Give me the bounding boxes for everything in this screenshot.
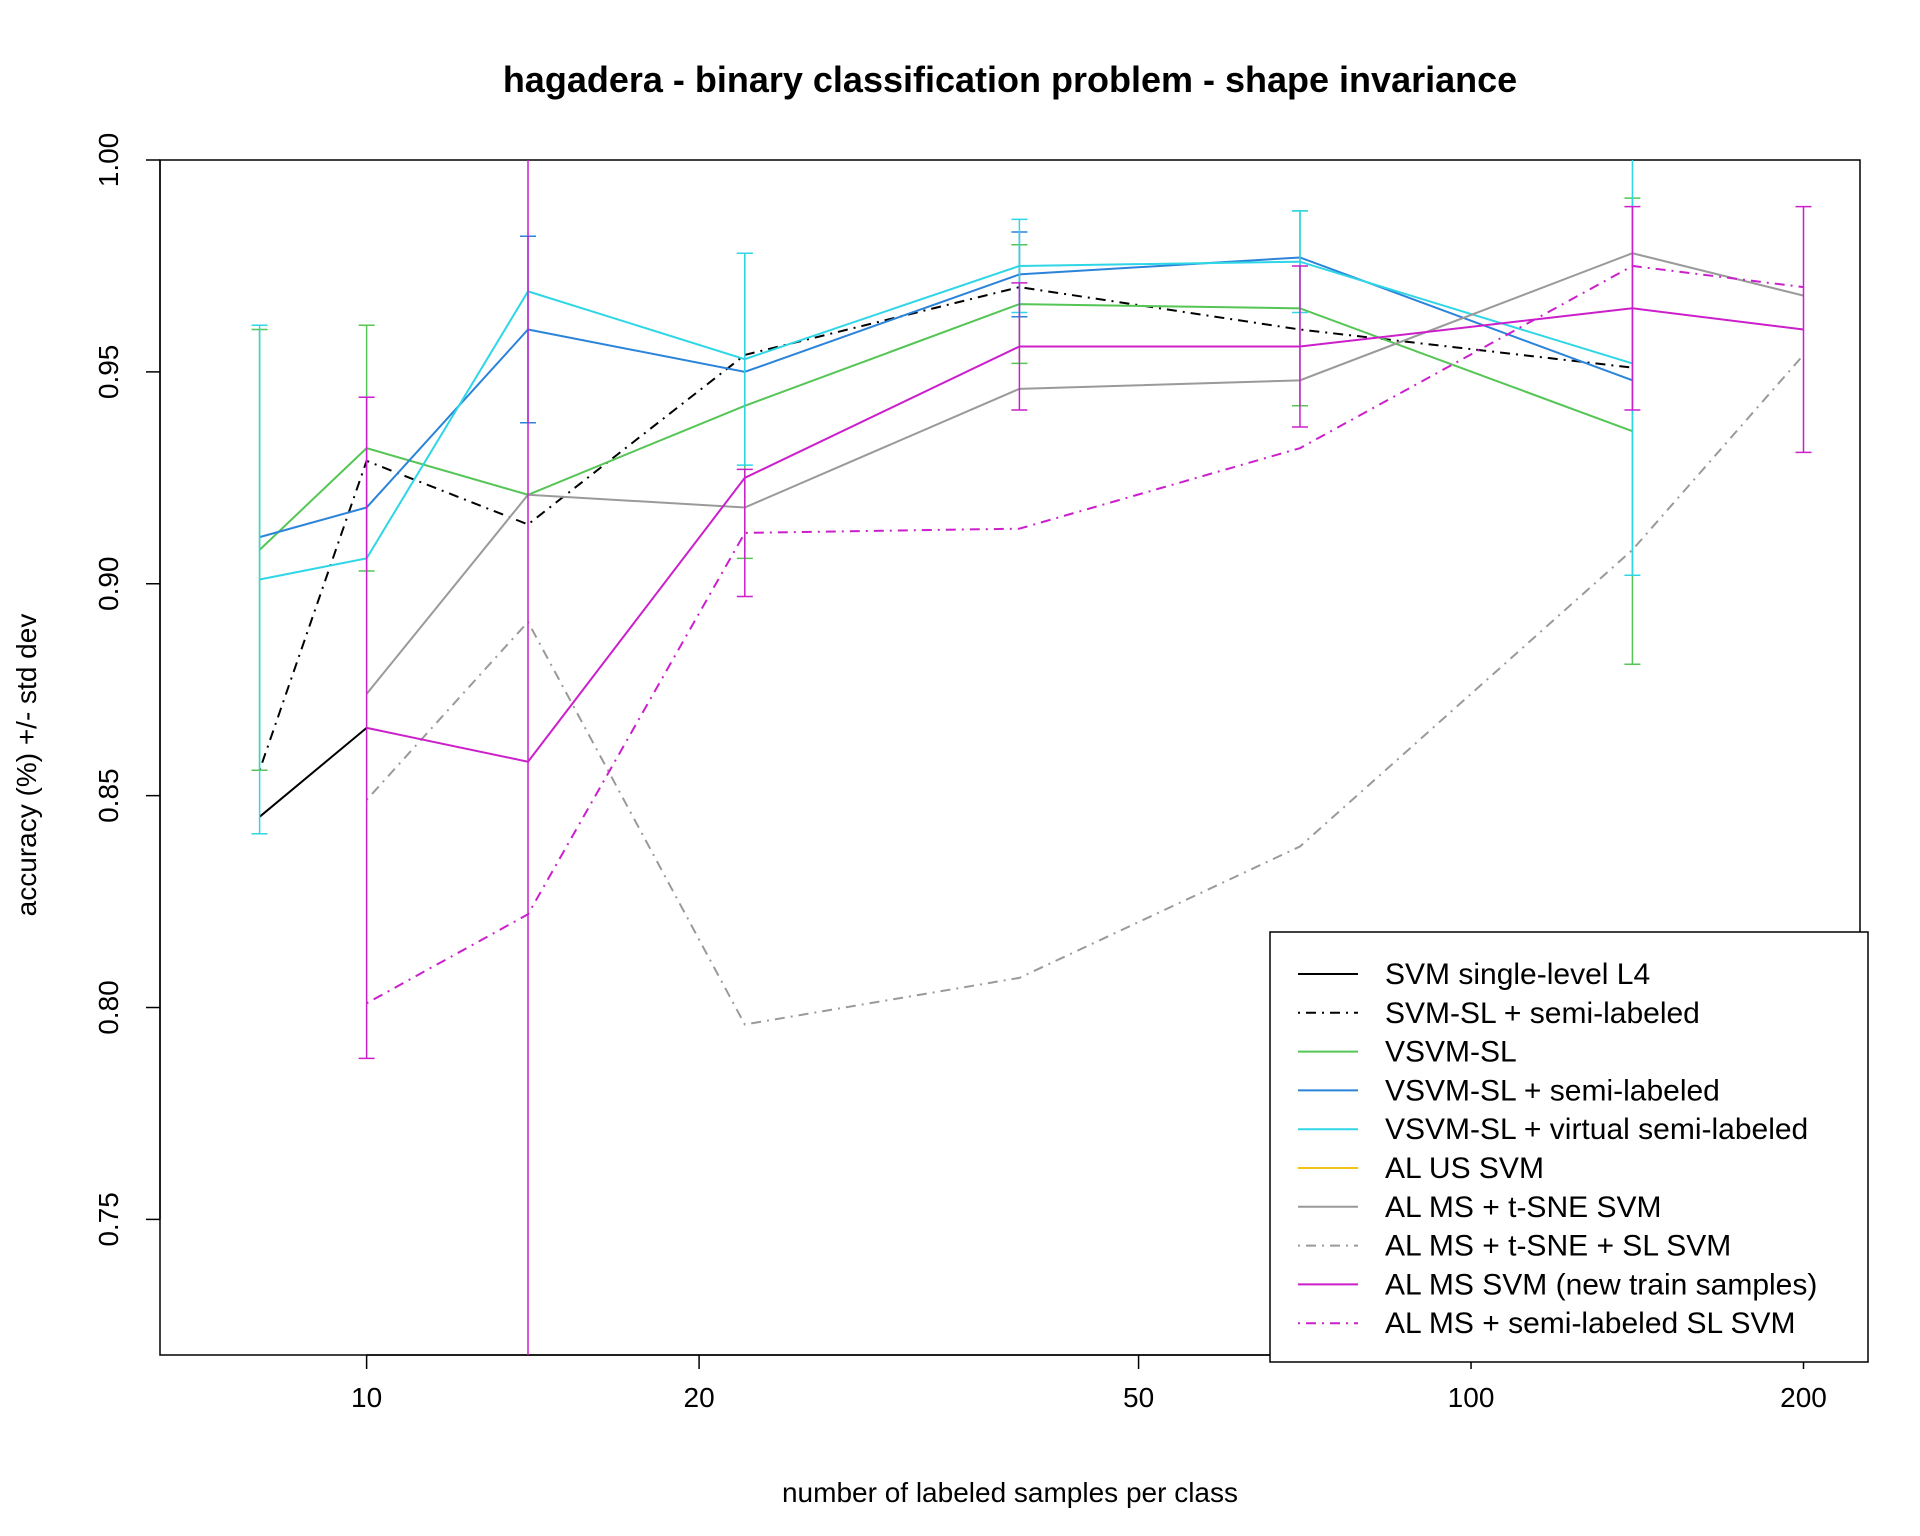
legend-entry: VSVM-SL + semi-labeled xyxy=(1385,1074,1720,1107)
legend-entry: AL MS SVM (new train samples) xyxy=(1385,1268,1817,1301)
legend-entry: VSVM-SL + virtual semi-labeled xyxy=(1385,1113,1808,1146)
y-tick-label: 0.90 xyxy=(93,557,124,612)
series-5 xyxy=(251,160,1641,835)
series-3 xyxy=(251,197,1641,771)
legend-entry: AL MS + t-SNE + SL SVM xyxy=(1385,1230,1731,1263)
y-tick-label: 0.85 xyxy=(93,768,124,823)
series-2 xyxy=(258,286,1633,771)
x-tick-label: 10 xyxy=(351,1382,382,1413)
series-line xyxy=(258,286,1633,771)
legend-entry: AL MS + semi-labeled SL SVM xyxy=(1385,1307,1795,1340)
legend: SVM single-level L4 SVM-SL + semi-labeled… xyxy=(1269,931,1869,1363)
x-tick-label: 20 xyxy=(684,1382,715,1413)
series-line xyxy=(258,303,1633,551)
legend-box xyxy=(1269,931,1869,1363)
y-axis-label: accuracy (%) +/- std dev xyxy=(11,614,42,917)
series-9 xyxy=(358,160,1812,1355)
legend-entry: AL US SVM xyxy=(1385,1152,1544,1185)
series-10 xyxy=(366,264,1804,1005)
chart-title: hagadera - binary classification problem… xyxy=(503,59,1517,100)
x-tick-label: 50 xyxy=(1123,1382,1154,1413)
x-tick-label: 100 xyxy=(1448,1382,1495,1413)
series-line xyxy=(366,307,1804,763)
legend-entry: VSVM-SL xyxy=(1385,1036,1517,1069)
plot-content xyxy=(251,160,1812,1355)
series-line xyxy=(258,727,368,818)
y-tick-label: 0.75 xyxy=(93,1192,124,1247)
plot-series-group xyxy=(251,160,1812,1355)
x-axis: 10 20 50 100 200 xyxy=(351,1354,1827,1413)
series-line xyxy=(366,264,1804,1005)
y-axis: 0.75 0.80 0.85 0.90 0.95 1.00 xyxy=(93,133,161,1247)
x-tick-label: 200 xyxy=(1780,1382,1827,1413)
y-tick-label: 0.95 xyxy=(93,345,124,400)
legend-entry: SVM-SL + semi-labeled xyxy=(1385,997,1700,1030)
x-axis-label: number of labeled samples per class xyxy=(782,1477,1238,1508)
legend-entry: AL MS + t-SNE SVM xyxy=(1385,1191,1661,1224)
legend-entry: SVM single-level L4 xyxy=(1385,958,1650,991)
y-tick-label: 0.80 xyxy=(93,980,124,1035)
series-1 xyxy=(258,727,368,818)
series-4 xyxy=(259,231,1633,539)
y-tick-label: 1.00 xyxy=(93,133,124,188)
